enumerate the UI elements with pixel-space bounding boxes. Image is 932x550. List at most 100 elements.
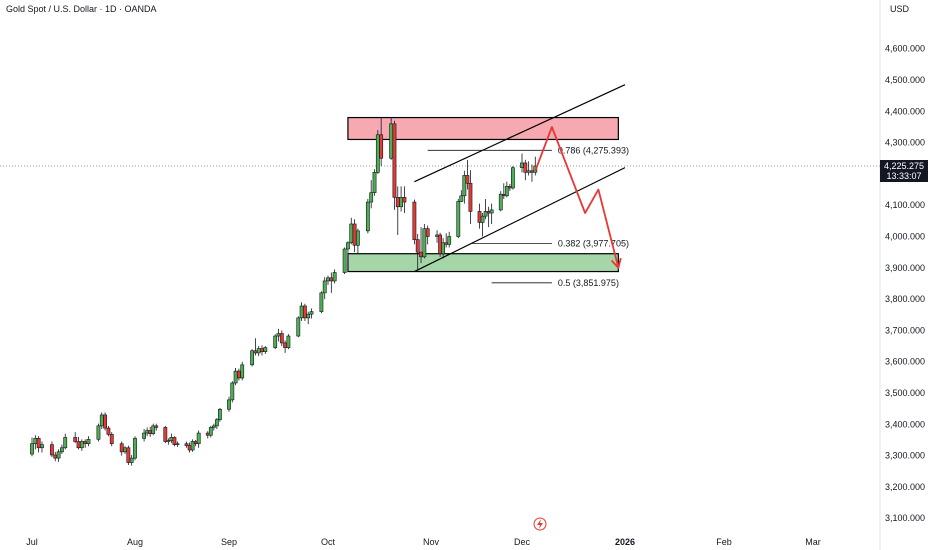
current-price-badge: 4,225.275 13:33:07 bbox=[880, 160, 928, 182]
candle bbox=[151, 423, 156, 436]
candle bbox=[486, 206, 491, 228]
fib-level-label: 0.382 (3,977.705) bbox=[558, 238, 629, 248]
candle bbox=[119, 441, 124, 456]
y-tick-label: 3,200.000 bbox=[885, 482, 925, 492]
candle bbox=[240, 361, 245, 381]
y-tick-label: 4,100.000 bbox=[885, 200, 925, 210]
candle bbox=[237, 368, 241, 381]
candle bbox=[526, 161, 531, 176]
candle bbox=[299, 302, 304, 322]
candle bbox=[379, 117, 384, 167]
candle bbox=[523, 159, 528, 181]
candle bbox=[441, 238, 446, 259]
candle bbox=[73, 432, 78, 444]
candle bbox=[286, 334, 291, 350]
candle bbox=[520, 153, 524, 173]
y-tick-label: 4,400.000 bbox=[885, 106, 925, 116]
candle bbox=[76, 436, 81, 450]
candle bbox=[96, 423, 101, 442]
candle bbox=[480, 213, 485, 237]
candle bbox=[33, 435, 38, 450]
candle bbox=[273, 334, 278, 350]
symbol-title[interactable]: Gold Spot / U.S. Dollar · 1D · OANDA bbox=[6, 4, 157, 14]
candle bbox=[205, 431, 210, 439]
candle bbox=[329, 272, 334, 293]
currency-label[interactable]: USD bbox=[890, 4, 910, 14]
zones bbox=[0, 116, 880, 273]
candle bbox=[36, 436, 41, 453]
x-tick-label: Sep bbox=[221, 537, 237, 547]
candle bbox=[190, 439, 195, 452]
candle bbox=[389, 117, 394, 160]
candle bbox=[342, 247, 347, 275]
candle bbox=[86, 436, 91, 447]
candle bbox=[230, 381, 235, 403]
channel-lower-line[interactable] bbox=[414, 167, 626, 273]
candle bbox=[148, 426, 153, 437]
candle bbox=[468, 170, 473, 224]
x-tick-label: Dec bbox=[514, 537, 531, 547]
candle bbox=[306, 311, 311, 325]
candle bbox=[263, 346, 268, 354]
candle bbox=[256, 346, 261, 357]
candle bbox=[169, 433, 174, 444]
candle bbox=[123, 446, 127, 455]
candle bbox=[133, 436, 137, 461]
candle bbox=[214, 418, 219, 429]
candle bbox=[184, 441, 189, 448]
candle bbox=[392, 120, 397, 210]
candle bbox=[507, 183, 512, 192]
candle bbox=[175, 441, 180, 447]
candle bbox=[372, 169, 377, 196]
candles bbox=[30, 117, 538, 466]
projection-path[interactable] bbox=[534, 126, 620, 269]
candle bbox=[211, 423, 216, 431]
x-tick-label: Aug bbox=[127, 537, 143, 547]
candle bbox=[462, 170, 467, 204]
y-tick-label: 3,100.000 bbox=[885, 513, 925, 523]
y-tick-label: 3,900.000 bbox=[885, 263, 925, 273]
supply-zone[interactable] bbox=[347, 116, 619, 141]
candle bbox=[395, 186, 400, 235]
candle bbox=[60, 444, 64, 455]
candle bbox=[422, 223, 427, 259]
candle bbox=[250, 349, 255, 367]
candle bbox=[63, 433, 68, 450]
x-tick-label: Jul bbox=[26, 537, 38, 547]
channel-upper-line[interactable] bbox=[414, 84, 626, 183]
candle bbox=[233, 367, 238, 386]
candle bbox=[352, 219, 357, 253]
bar-countdown: 13:33:07 bbox=[886, 171, 922, 181]
candle bbox=[154, 423, 159, 431]
y-tick-label: 3,800.000 bbox=[885, 294, 925, 304]
y-tick-label: 4,500.000 bbox=[885, 75, 925, 85]
candle bbox=[83, 439, 88, 448]
fib-level-label: 0.5 (3,851.975) bbox=[558, 278, 619, 288]
candle bbox=[99, 412, 104, 429]
current-price: 4,225.275 bbox=[883, 161, 925, 171]
candle bbox=[530, 164, 534, 182]
candle bbox=[40, 441, 44, 453]
demand-zone[interactable] bbox=[347, 253, 619, 273]
candle bbox=[227, 396, 231, 412]
candle bbox=[79, 439, 84, 451]
candle bbox=[279, 330, 284, 347]
x-tick-label: 2026 bbox=[615, 537, 635, 547]
candle bbox=[302, 303, 307, 322]
candle bbox=[218, 408, 222, 422]
x-tick-label: Nov bbox=[423, 537, 440, 547]
candle bbox=[346, 241, 350, 257]
candle bbox=[365, 198, 370, 234]
candle bbox=[483, 198, 488, 220]
candle bbox=[30, 437, 34, 457]
candle bbox=[283, 340, 288, 353]
candle bbox=[326, 275, 330, 286]
candle bbox=[447, 231, 452, 248]
candle bbox=[145, 427, 150, 437]
candle bbox=[196, 430, 201, 448]
replay-icon[interactable] bbox=[533, 517, 547, 531]
candle bbox=[459, 190, 464, 203]
candle bbox=[498, 191, 503, 212]
candle bbox=[276, 328, 281, 342]
